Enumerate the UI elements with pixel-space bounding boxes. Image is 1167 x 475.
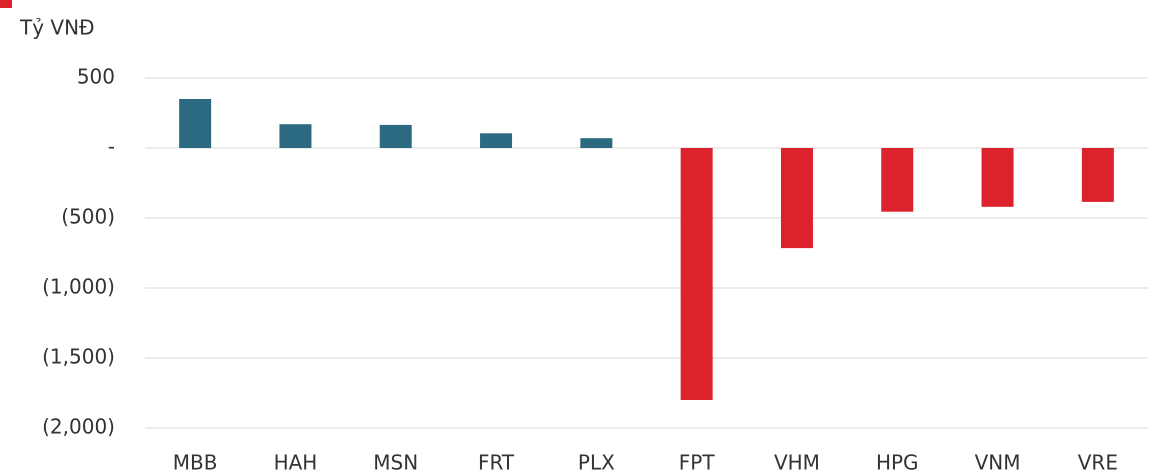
bar (379, 124, 412, 148)
bar (480, 133, 513, 148)
bar (981, 148, 1014, 207)
bar (580, 138, 613, 148)
bar (680, 148, 713, 400)
legend-swatch (0, 0, 12, 8)
bar (1081, 148, 1114, 202)
bar (780, 148, 813, 249)
y-axis-label: Tỷ VNĐ (19, 16, 95, 40)
x-tick-label: FPT (679, 451, 716, 475)
y-tick-label: (1,500) (42, 345, 115, 369)
x-tick-label: VHM (774, 451, 820, 475)
y-tick-label: (500) (61, 205, 115, 229)
bar (179, 99, 212, 148)
x-tick-label: MSN (373, 451, 418, 475)
x-tick-label: FRT (478, 451, 515, 475)
x-tick-label: HPG (876, 451, 919, 475)
bar (881, 148, 914, 212)
bar (279, 124, 312, 148)
x-tick-label: HAH (274, 451, 318, 475)
y-tick-label: (1,000) (42, 275, 115, 299)
x-tick-label: VNM (975, 451, 1021, 475)
y-tick-label: (2,000) (42, 415, 115, 439)
x-tick-label: VRE (1078, 451, 1118, 475)
y-tick-label: - (108, 135, 115, 159)
x-tick-label: MBB (173, 451, 218, 475)
x-tick-label: PLX (578, 451, 615, 475)
y-tick-label: 500 (77, 65, 115, 89)
